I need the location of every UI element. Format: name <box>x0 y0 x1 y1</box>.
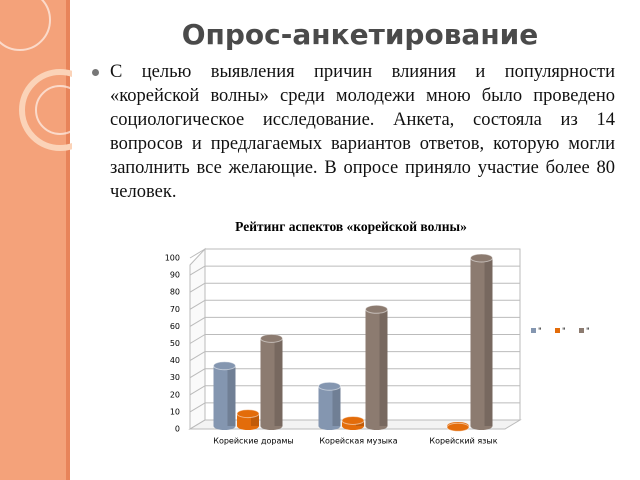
legend-label: " <box>538 327 542 336</box>
slide-title: Опрос-анкетирование <box>181 18 539 51</box>
bar <box>260 333 283 430</box>
y-tick-label: 90 <box>170 271 180 280</box>
bar <box>318 381 341 430</box>
bar-bottom <box>213 422 236 430</box>
bar-top <box>341 415 365 425</box>
bar-body <box>318 386 341 426</box>
bar <box>470 253 493 430</box>
bar-bottom <box>318 422 341 430</box>
bullet-text: С целью выявления причин влияния и попул… <box>92 60 615 204</box>
x-tick-label: Корейские дорамы <box>213 437 293 446</box>
bar-body <box>470 258 493 426</box>
bar-top <box>470 253 493 263</box>
y-tick-label: 30 <box>170 373 180 382</box>
bar-body <box>260 338 283 426</box>
y-tick-label: 0 <box>175 425 180 434</box>
bar-shade <box>332 386 341 426</box>
legend-swatch <box>531 328 536 333</box>
bar <box>213 361 236 430</box>
grid-line-side <box>189 402 206 413</box>
grid-line-side <box>189 334 206 344</box>
bar <box>341 415 365 430</box>
bar-top <box>213 361 236 371</box>
bar <box>446 422 470 432</box>
bar-shade <box>227 365 236 426</box>
bar-top <box>365 304 388 314</box>
bar-body <box>213 365 236 426</box>
chart: Рейтинг аспектов «корейской волны» 0 10 20… <box>165 219 590 446</box>
bar-top <box>236 409 260 419</box>
grid-line-side <box>189 265 206 276</box>
decoration <box>0 0 72 480</box>
bar <box>365 304 388 430</box>
grid-line-side <box>189 282 206 293</box>
y-tick-label: 50 <box>170 339 180 348</box>
bar-bottom <box>260 422 283 430</box>
legend-swatch <box>555 328 560 333</box>
y-tick-label: 100 <box>165 254 180 263</box>
legend-swatch <box>579 328 584 333</box>
grid-line-side <box>189 316 206 327</box>
bar-bottom <box>237 422 259 430</box>
legend-label: " <box>562 327 566 336</box>
grid-line-side <box>189 299 206 310</box>
grid-line-side <box>189 368 206 379</box>
y-tick-label: 70 <box>170 305 180 314</box>
x-tick-label: Корейский язык <box>429 437 497 446</box>
y-tick-label: 20 <box>170 390 180 399</box>
bar-shade <box>274 338 283 426</box>
y-tick-label: 60 <box>170 322 180 331</box>
grid-line-side <box>189 385 206 396</box>
bar-shade <box>484 258 493 426</box>
bar-shade <box>379 309 388 426</box>
y-tick-label: 10 <box>170 407 180 416</box>
x-tick-label: Корейская музыка <box>319 437 397 446</box>
bar-top <box>260 333 283 343</box>
bar-bottom <box>470 422 493 430</box>
grid-line-side <box>189 419 206 430</box>
bar-top <box>318 381 341 391</box>
bar <box>236 409 260 430</box>
y-tick-label: 40 <box>170 356 180 365</box>
grid-line-side <box>189 351 206 362</box>
grid-line-side <box>189 248 206 259</box>
bar-top <box>446 422 470 432</box>
bar-body <box>365 309 388 426</box>
legend-label: " <box>586 327 590 336</box>
y-tick-label: 80 <box>170 288 180 297</box>
chart-title: Рейтинг аспектов «корейской волны» <box>235 219 467 234</box>
bar-shade <box>251 413 259 426</box>
bar-bottom <box>365 422 388 430</box>
